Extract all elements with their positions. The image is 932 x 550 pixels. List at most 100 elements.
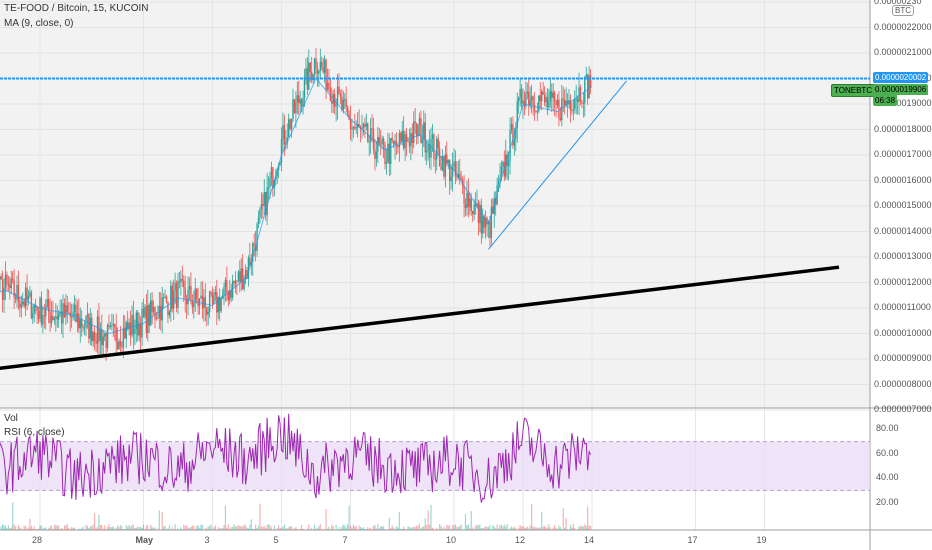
volume-bar — [290, 526, 293, 530]
volume-bar — [457, 527, 459, 530]
volume-bar — [589, 526, 592, 530]
candle-body — [562, 98, 564, 100]
candle-body — [204, 297, 207, 308]
time-tick-label: 28 — [32, 535, 43, 545]
volume-bar — [12, 502, 14, 530]
candle-body — [397, 145, 399, 148]
candle-body — [401, 130, 403, 142]
candle-body — [138, 323, 140, 336]
volume-bar — [433, 528, 435, 530]
volume-bar — [263, 525, 265, 530]
candle-body — [220, 298, 222, 312]
volume-bar — [282, 526, 284, 530]
candle-body — [75, 304, 77, 323]
chart-title: TE-FOOD / Bitcoin, 15, KUCOIN — [4, 3, 149, 14]
volume-bar — [250, 519, 252, 530]
candle-body — [178, 280, 181, 283]
volume-bar — [326, 528, 329, 530]
volume-bar — [549, 527, 551, 530]
candle-body — [183, 280, 185, 288]
volume-bar — [60, 527, 63, 530]
candle-body — [45, 306, 47, 317]
candle-body — [16, 284, 18, 300]
currency-badge[interactable]: BTC — [892, 5, 914, 16]
candle-body — [36, 307, 38, 312]
candle-body — [424, 122, 426, 153]
volume-bar — [82, 526, 84, 530]
rsi-tick-label: 60.00 — [876, 447, 899, 458]
candle-body — [346, 106, 349, 114]
candle-body — [86, 314, 89, 316]
volume-bar — [128, 524, 130, 530]
volume-bar — [533, 527, 536, 530]
candle-body — [168, 311, 171, 316]
volume-bar — [313, 524, 316, 530]
candle-body — [447, 160, 449, 164]
volume-label[interactable]: Vol — [4, 413, 18, 424]
volume-bar — [344, 525, 346, 530]
candle-body — [454, 161, 457, 177]
candle-body — [40, 298, 43, 325]
volume-bar — [473, 528, 475, 530]
volume-bar — [542, 526, 544, 530]
candle-body — [398, 132, 401, 148]
volume-bar — [280, 528, 283, 530]
rsi-label[interactable]: RSI (6, close) — [4, 427, 65, 438]
candle-body — [405, 134, 408, 142]
volume-bar — [43, 527, 45, 530]
candle-body — [420, 117, 422, 144]
candle-body — [164, 296, 166, 299]
candle-body — [203, 297, 205, 309]
candle-body — [82, 327, 84, 329]
volume-bar — [96, 526, 99, 530]
candle-body — [267, 186, 270, 188]
volume-bar — [40, 525, 43, 530]
volume-bar — [349, 525, 352, 530]
volume-bar — [105, 528, 107, 530]
candle-body — [470, 198, 472, 212]
volume-bar — [426, 525, 428, 530]
volume-bar — [253, 528, 255, 530]
volume-bar — [191, 525, 193, 530]
candle-body — [584, 76, 586, 104]
volume-bar — [132, 525, 135, 530]
candle-body — [93, 332, 96, 341]
volume-bar — [364, 529, 366, 530]
volume-bar — [500, 524, 503, 530]
volume-bar — [509, 527, 511, 530]
volume-bar — [388, 517, 390, 530]
candle-body — [89, 317, 92, 339]
candle-body — [239, 271, 241, 282]
candle-body — [500, 166, 503, 178]
candle-body — [556, 99, 559, 106]
candle-body — [555, 101, 557, 106]
volume-bar — [293, 528, 296, 530]
candle-body — [319, 61, 322, 71]
candle-body — [157, 317, 159, 319]
candle-body — [246, 270, 248, 279]
volume-bar — [387, 529, 389, 530]
candle-body — [4, 274, 7, 288]
candle-body — [262, 204, 264, 206]
volume-bar — [65, 524, 67, 530]
volume-bar — [232, 526, 234, 530]
volume-bar — [525, 527, 527, 530]
candle-body — [313, 58, 316, 74]
volume-bar — [230, 527, 232, 530]
candle-body — [526, 91, 529, 94]
candle-body — [450, 176, 452, 182]
price-tick-label: 0.0000015000 — [874, 200, 932, 210]
price-tick-label: 0.0000014000 — [874, 225, 932, 236]
volume-bar — [394, 529, 396, 530]
volume-bar — [377, 524, 379, 530]
candle-body — [530, 96, 533, 101]
volume-bar — [470, 511, 472, 530]
volume-bar — [316, 528, 319, 530]
volume-bar — [98, 515, 100, 530]
ma-indicator-label[interactable]: MA (9, close, 0) — [4, 18, 74, 29]
long-term-trendline — [0, 265, 840, 371]
price-tick-label: 0.0000022000 — [874, 21, 932, 32]
candle-body — [339, 93, 342, 97]
candle-body — [566, 100, 569, 105]
